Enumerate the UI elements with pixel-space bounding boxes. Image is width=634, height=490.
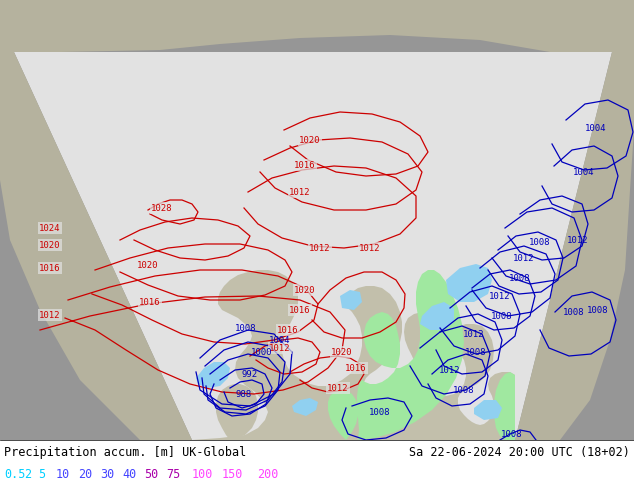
Text: 1012: 1012 xyxy=(514,253,534,263)
Text: 1008: 1008 xyxy=(563,308,585,317)
Polygon shape xyxy=(216,384,258,440)
Text: 1008: 1008 xyxy=(491,312,513,320)
Text: 40: 40 xyxy=(122,467,136,481)
Polygon shape xyxy=(420,302,454,330)
Text: 1012: 1012 xyxy=(359,244,381,252)
Text: 30: 30 xyxy=(100,467,114,481)
Text: 1008: 1008 xyxy=(465,347,487,357)
Polygon shape xyxy=(196,362,230,388)
Text: 1012: 1012 xyxy=(269,343,291,352)
Text: 0.5: 0.5 xyxy=(4,467,25,481)
Text: 1012: 1012 xyxy=(439,366,461,374)
Text: 2: 2 xyxy=(24,467,31,481)
Polygon shape xyxy=(494,372,515,440)
Text: 1008: 1008 xyxy=(369,408,391,416)
Text: 1008: 1008 xyxy=(529,238,551,246)
Polygon shape xyxy=(192,270,515,440)
Text: 1004: 1004 xyxy=(585,123,607,132)
Polygon shape xyxy=(0,52,192,440)
Text: 1012: 1012 xyxy=(289,188,311,196)
Text: 1004: 1004 xyxy=(269,336,291,344)
Text: 5: 5 xyxy=(38,467,45,481)
Text: 1012: 1012 xyxy=(327,384,349,392)
Text: 1016: 1016 xyxy=(294,161,316,170)
Text: 1008: 1008 xyxy=(235,323,257,333)
Text: 1020: 1020 xyxy=(331,347,353,357)
Polygon shape xyxy=(328,390,358,440)
Polygon shape xyxy=(0,440,634,490)
Text: 1016: 1016 xyxy=(39,264,61,272)
Text: 200: 200 xyxy=(257,467,278,481)
Text: 1016: 1016 xyxy=(139,297,161,307)
Text: 1024: 1024 xyxy=(39,223,61,232)
Polygon shape xyxy=(0,0,634,52)
Text: 10: 10 xyxy=(56,467,70,481)
Text: 150: 150 xyxy=(222,467,243,481)
Text: 50: 50 xyxy=(144,467,158,481)
Text: 1012: 1012 xyxy=(567,236,589,245)
Text: 1008: 1008 xyxy=(501,430,523,439)
Polygon shape xyxy=(340,290,362,310)
Text: 1016: 1016 xyxy=(346,364,366,372)
Polygon shape xyxy=(474,400,502,420)
Text: 1020: 1020 xyxy=(39,241,61,249)
Text: 1016: 1016 xyxy=(289,305,311,315)
Text: Sa 22-06-2024 20:00 UTC (18+02): Sa 22-06-2024 20:00 UTC (18+02) xyxy=(409,445,630,459)
Text: 1008: 1008 xyxy=(509,273,531,283)
Text: 1012: 1012 xyxy=(309,244,331,252)
Polygon shape xyxy=(310,384,356,440)
Text: 1028: 1028 xyxy=(152,203,172,213)
Text: 992: 992 xyxy=(242,369,258,378)
Polygon shape xyxy=(446,264,492,302)
Polygon shape xyxy=(515,52,634,440)
Polygon shape xyxy=(14,52,612,440)
Text: 1000: 1000 xyxy=(251,347,273,357)
Text: 1016: 1016 xyxy=(277,325,299,335)
Text: 1012: 1012 xyxy=(489,292,511,300)
Text: Precipitation accum. [m] UK-Global: Precipitation accum. [m] UK-Global xyxy=(4,445,246,459)
Polygon shape xyxy=(356,270,464,440)
Text: 100: 100 xyxy=(192,467,214,481)
Text: 1020: 1020 xyxy=(137,261,158,270)
Text: 1012: 1012 xyxy=(39,311,61,319)
Text: 1012: 1012 xyxy=(463,329,485,339)
Polygon shape xyxy=(292,398,318,416)
Text: 1008: 1008 xyxy=(587,305,609,315)
Text: 1004: 1004 xyxy=(573,168,595,176)
Text: 75: 75 xyxy=(166,467,180,481)
Text: 20: 20 xyxy=(78,467,93,481)
Text: 1020: 1020 xyxy=(294,286,316,294)
Text: 1020: 1020 xyxy=(299,136,321,145)
Text: 988: 988 xyxy=(236,390,252,398)
Text: 1008: 1008 xyxy=(453,386,475,394)
